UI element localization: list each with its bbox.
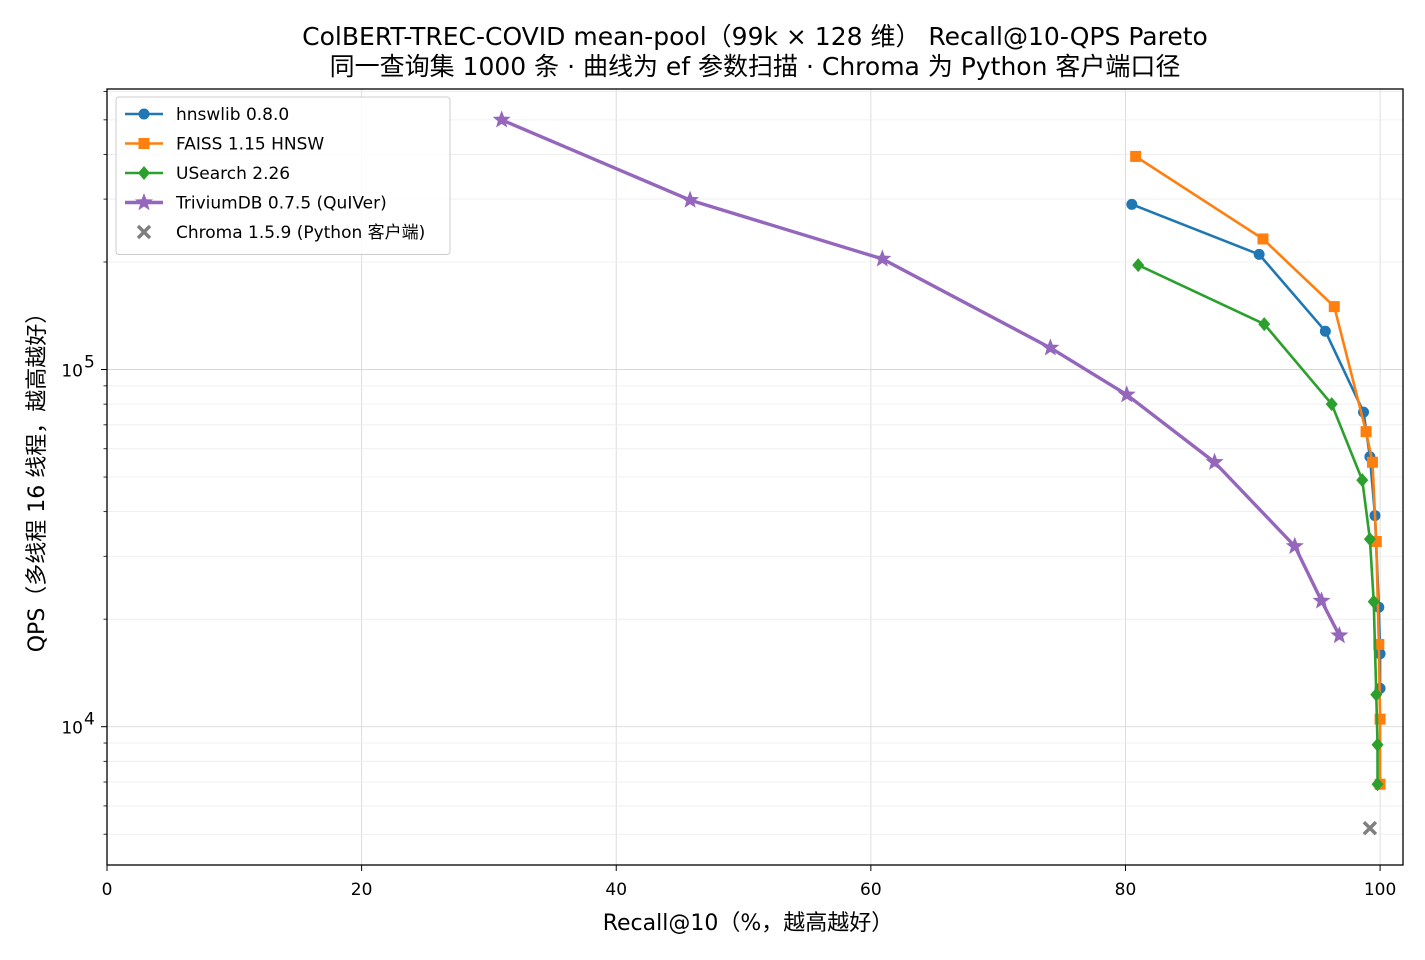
x-axis-label: Recall@10（%，越高越好） [603,911,894,936]
data-point [1363,532,1376,547]
data-point [1205,452,1224,470]
series-1 [1130,150,1386,790]
legend-label: FAISS 1.15 HNSW [176,135,324,155]
legend-marker [138,166,150,180]
x-tick-label: 0 [102,880,113,900]
legend-entry: Chroma 1.5.9 (Python 客户端) [136,223,425,243]
data-point [1367,594,1380,609]
legend: hnswlib 0.8.0 FAISS 1.15 HNSW USearch 2.26… [115,96,451,255]
series-line [500,118,1341,637]
data-point [1330,626,1349,644]
data-point [1370,535,1382,547]
series-layer [492,110,1386,836]
legend-entry: hnswlib 0.8.0 [125,105,289,125]
data-point [1117,385,1136,403]
data-point [1360,426,1372,438]
data-point [1132,258,1145,273]
legend-label: Chroma 1.5.9 (Python 客户端) [176,223,425,243]
data-point [1362,820,1378,836]
data-point [1373,638,1385,650]
x-tick-label: 20 [351,880,373,900]
data-point [1374,713,1386,725]
series-3 [492,110,1349,644]
data-point [681,190,700,208]
data-point [1371,777,1384,792]
legend-marker [136,224,152,240]
legend-marker [138,138,150,149]
x-tick-label: 60 [860,880,882,900]
series-0 [1126,198,1386,694]
data-point [1319,325,1331,337]
legend-marker [138,108,150,120]
y-tick-label: 10 [61,719,83,739]
data-point [1325,397,1338,412]
legend-label: TriviumDB 0.7.5 (QuIVer) [175,194,387,214]
data-point [1285,536,1304,554]
data-point [1041,338,1060,356]
data-point [1356,473,1369,488]
legend-entry: TriviumDB 0.7.5 (QuIVer) [125,193,387,214]
data-point [1258,317,1271,332]
series-4 [1362,820,1378,836]
x-marker-stroke [136,224,152,240]
chart-title: ColBERT-TREC-COVID mean-pool（99k × 128 维… [302,22,1208,51]
data-point [1366,456,1378,468]
x-tick-label: 80 [1115,880,1137,900]
legend-entry: FAISS 1.15 HNSW [125,135,324,155]
legend-label: hnswlib 0.8.0 [176,105,289,125]
y-axis-label: QPS（多线程 16 线程，越高越好） [25,302,50,653]
y-tick-exponent: 5 [84,353,95,373]
data-point [1130,150,1142,162]
grid-layer [106,89,1403,865]
data-point [1328,301,1340,313]
data-point [873,249,892,267]
series-line [1131,203,1382,689]
series-line [1137,263,1379,785]
data-point [1371,737,1384,752]
x-tick-label: 100 [1364,880,1396,900]
chart-subtitle: 同一查询集 1000 条 · 曲线为 ef 参数扫描 · Chroma 为 Py… [330,52,1181,81]
y-tick-label: 10 [61,362,83,382]
data-point [1370,687,1383,702]
legend-entry: USearch 2.26 [125,164,290,184]
data-point [1253,248,1265,260]
y-tick-exponent: 4 [84,710,95,730]
series-2 [1132,258,1384,792]
data-point [1257,233,1269,245]
data-point [1126,198,1138,210]
legend-marker [134,193,154,211]
legend-label: USearch 2.26 [176,164,290,184]
legend-box [115,96,451,255]
x-tick-label: 40 [605,880,627,900]
data-point [1312,591,1331,609]
x-marker-stroke [1362,820,1378,836]
data-point [492,110,511,128]
